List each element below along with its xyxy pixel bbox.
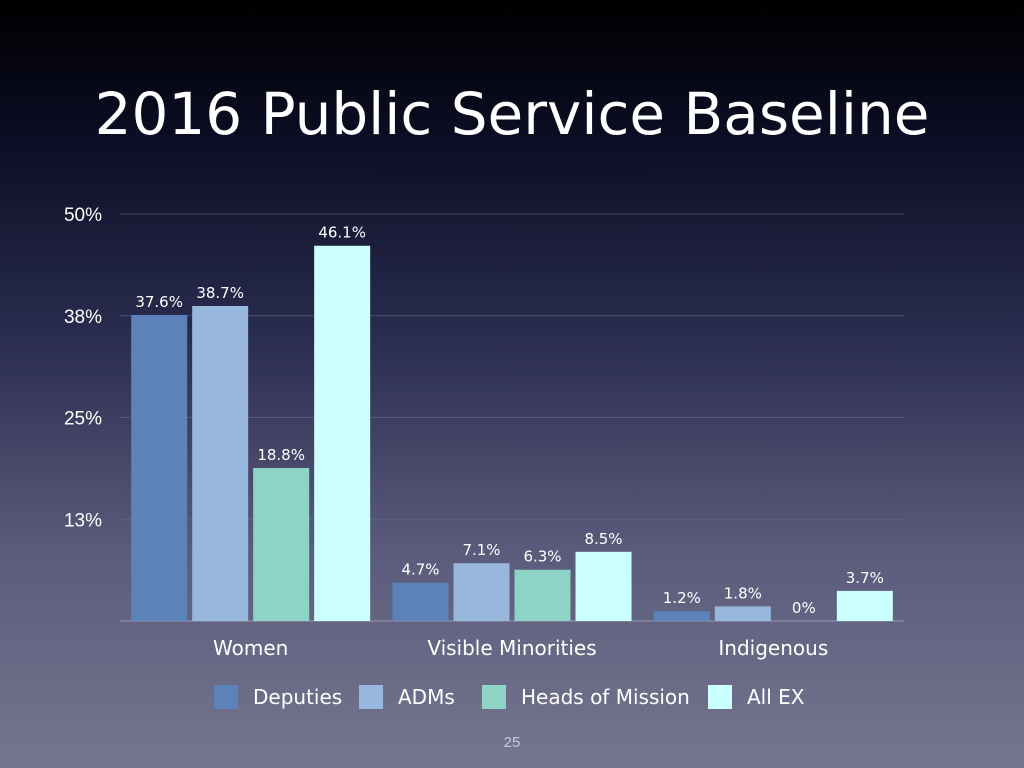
bar bbox=[131, 314, 188, 621]
legend-swatch bbox=[359, 685, 383, 709]
data-label: 7.1% bbox=[462, 541, 500, 559]
x-tick-label: Women bbox=[213, 636, 288, 660]
legend-swatch bbox=[708, 685, 732, 709]
page-number: 25 bbox=[503, 734, 521, 751]
data-label: 46.1% bbox=[318, 224, 366, 242]
bar bbox=[453, 563, 510, 621]
chart-subtitle: SENIOR PUBLIC SERVANT DIVERSITY 2013-14 bbox=[380, 168, 644, 180]
legend-swatch bbox=[482, 685, 506, 709]
bar bbox=[514, 569, 571, 621]
legend-label: Heads of Mission bbox=[521, 685, 690, 709]
legend-label: ADMs bbox=[398, 685, 455, 709]
legend-label: All EX bbox=[747, 685, 805, 709]
bar bbox=[192, 305, 249, 621]
legend-swatch bbox=[214, 685, 238, 709]
data-label: 0% bbox=[792, 599, 816, 617]
y-tick-label: 50% bbox=[64, 205, 102, 226]
data-label: 1.2% bbox=[663, 589, 701, 607]
data-label: 38.7% bbox=[196, 284, 244, 302]
data-label: 37.6% bbox=[135, 293, 183, 311]
y-tick-label: 38% bbox=[64, 307, 102, 328]
data-label: 4.7% bbox=[401, 561, 439, 579]
bar bbox=[836, 590, 893, 621]
data-label: 1.8% bbox=[724, 584, 762, 602]
slide-title: 2016 Public Service Baseline bbox=[94, 80, 930, 148]
data-label: 8.5% bbox=[584, 530, 622, 548]
bar bbox=[714, 606, 771, 621]
data-label: 18.8% bbox=[257, 446, 305, 464]
data-label: 6.3% bbox=[523, 548, 561, 566]
legend-label: Deputies bbox=[253, 685, 342, 709]
bar bbox=[392, 582, 449, 621]
data-label: 3.7% bbox=[846, 569, 884, 587]
bar bbox=[575, 551, 632, 621]
bar bbox=[653, 611, 710, 621]
bar bbox=[253, 467, 310, 621]
x-tick-label: Visible Minorities bbox=[427, 636, 596, 660]
y-tick-label: 25% bbox=[64, 409, 102, 430]
bar bbox=[314, 245, 371, 621]
y-tick-label: 13% bbox=[64, 510, 102, 531]
x-tick-label: Indigenous bbox=[718, 636, 828, 660]
